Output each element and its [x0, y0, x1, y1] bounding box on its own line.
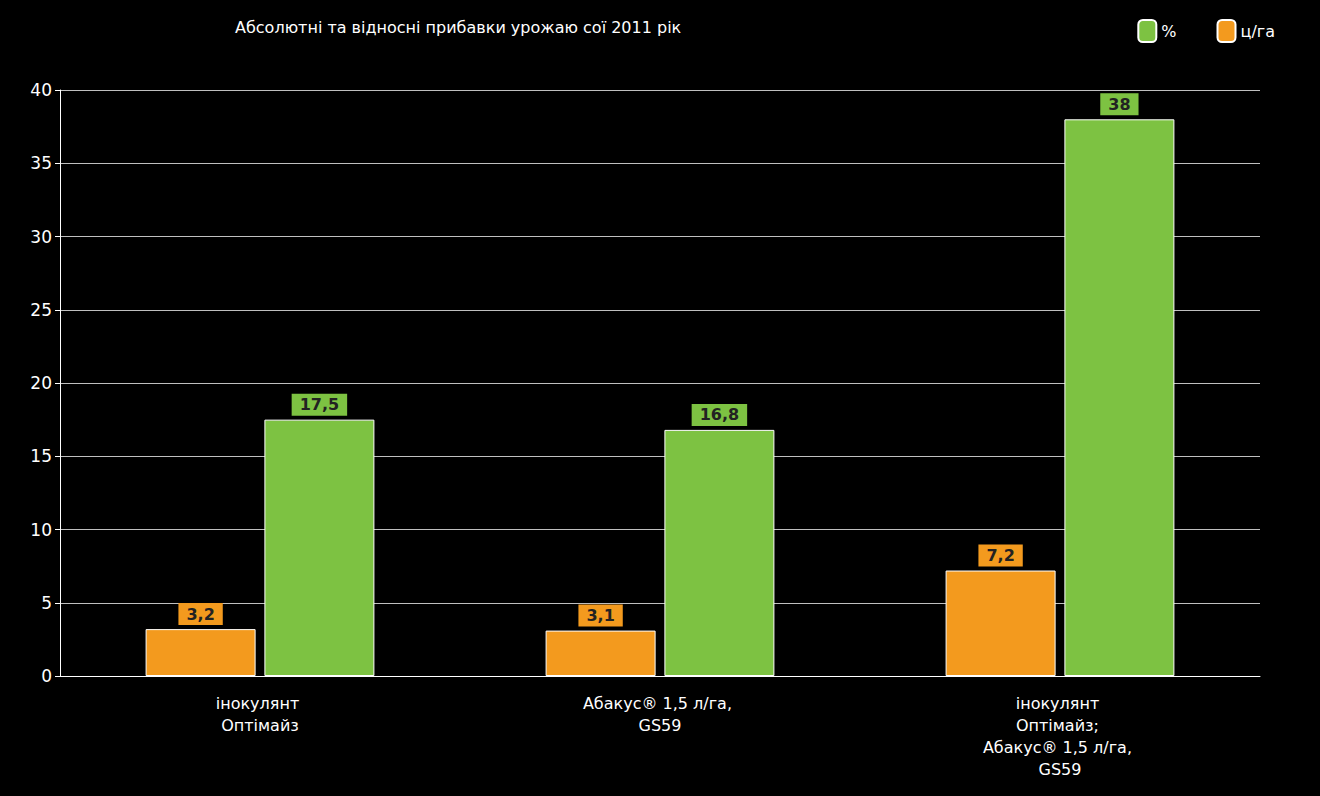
svg-text:16,8: 16,8 [700, 405, 739, 424]
svg-text:Оптімайз: Оптімайз [221, 716, 299, 735]
svg-text:15: 15 [30, 446, 52, 466]
svg-text:3,1: 3,1 [586, 606, 614, 625]
svg-text:30: 30 [30, 227, 52, 247]
svg-text:%: % [1161, 22, 1176, 41]
svg-text:20: 20 [30, 373, 52, 393]
svg-text:Абакус® 1,5 л/га,: Абакус® 1,5 л/га, [583, 694, 737, 713]
svg-text:40: 40 [30, 80, 52, 100]
svg-text:10: 10 [30, 520, 52, 540]
svg-text:38: 38 [1108, 95, 1130, 114]
svg-text:GS59: GS59 [639, 716, 682, 735]
svg-text:17,5: 17,5 [300, 395, 339, 414]
svg-text:0: 0 [41, 666, 52, 686]
svg-text:інокулянт: інокулянт [216, 694, 305, 713]
svg-text:5: 5 [41, 593, 52, 613]
svg-text:GS59: GS59 [1039, 760, 1082, 779]
svg-text:Абсолютні та відносні прибавки: Абсолютні та відносні прибавки урожаю со… [235, 18, 682, 37]
svg-text:3,2: 3,2 [186, 605, 214, 624]
svg-text:25: 25 [30, 300, 52, 320]
svg-text:35: 35 [30, 153, 52, 173]
svg-text:Абакус® 1,5 л/га,: Абакус® 1,5 л/га, [983, 738, 1137, 757]
svg-text:ц/га: ц/га [1241, 22, 1276, 41]
svg-text:інокулянт: інокулянт [1016, 694, 1105, 713]
svg-text:7,2: 7,2 [986, 546, 1014, 565]
svg-text:Оптімайз;: Оптімайз; [1016, 716, 1104, 735]
